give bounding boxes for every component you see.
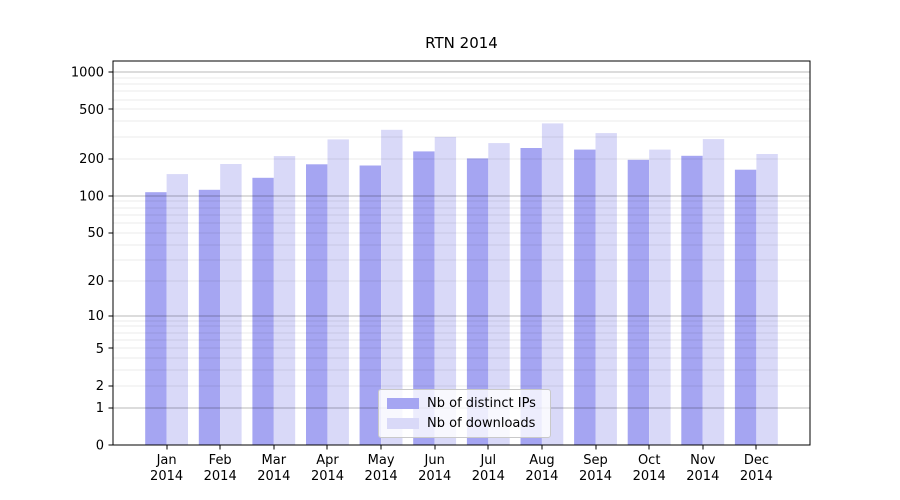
series-distinct-ips — [145, 148, 757, 446]
bar — [756, 154, 778, 445]
bar — [702, 139, 725, 445]
x-tick-label: Dec — [744, 453, 769, 468]
y-axis: 0 1 2 5 10 20 50 100 200 500 1000 — [71, 66, 113, 454]
y-tick-label: 200 — [79, 152, 104, 167]
legend-item-distinct-ips: Nb of distinct IPs — [387, 397, 536, 410]
bar — [413, 151, 435, 445]
x-tick-label: 2014 — [150, 469, 183, 484]
x-tick-label: 2014 — [525, 469, 558, 484]
bar — [220, 164, 242, 445]
x-tick-label: Feb — [209, 453, 232, 468]
x-tick-label: 2014 — [686, 469, 719, 484]
minor-gridlines — [113, 77, 810, 387]
y-tick-label: 50 — [87, 226, 104, 241]
x-tick-label: 2014 — [579, 469, 612, 484]
bar — [198, 189, 221, 445]
bar — [574, 149, 596, 445]
bar — [627, 159, 650, 446]
legend-label-distinct-ips: Nb of distinct IPs — [427, 396, 536, 411]
bar — [681, 155, 703, 446]
legend-label-downloads: Nb of downloads — [427, 416, 536, 431]
x-tick-label: Mar — [262, 453, 287, 468]
x-tick-label: 2014 — [633, 469, 666, 484]
x-tick-label: Apr — [316, 453, 339, 468]
bar — [649, 149, 671, 445]
x-tick-label: 2014 — [472, 469, 505, 484]
x-tick-label: Jun — [424, 453, 445, 468]
chart-title: RTN 2014 — [425, 34, 498, 52]
x-tick-label: Nov — [690, 453, 716, 468]
bar — [252, 177, 274, 446]
bar — [734, 169, 757, 445]
y-tick-label: 100 — [79, 189, 104, 204]
bar — [541, 123, 564, 446]
bar — [359, 165, 381, 445]
bar — [166, 174, 188, 445]
y-tick-label: 10 — [87, 309, 104, 324]
x-tick-label: Jan — [156, 453, 177, 468]
x-axis: Jan2014Feb2014Mar2014Apr2014May2014Jun20… — [150, 445, 773, 484]
bar — [488, 143, 510, 445]
bar — [381, 129, 403, 446]
y-tick-label: 2 — [96, 379, 104, 394]
y-tick-label: 1 — [96, 401, 104, 416]
y-tick-label: 5 — [96, 342, 104, 357]
legend-swatch-distinct-ips — [387, 398, 419, 409]
x-tick-label: 2014 — [365, 469, 398, 484]
x-tick-label: Aug — [529, 453, 554, 468]
y-tick-label: 0 — [96, 439, 104, 454]
x-tick-label: 2014 — [311, 469, 344, 484]
x-tick-label: 2014 — [204, 469, 237, 484]
legend: Nb of distinct IPs Nb of downloads — [378, 389, 551, 438]
bar — [466, 158, 489, 445]
plot-border — [112, 60, 811, 446]
x-tick-label: Jul — [479, 453, 496, 468]
bar — [273, 156, 296, 445]
x-tick-label: Oct — [638, 453, 660, 468]
x-tick-label: 2014 — [418, 469, 451, 484]
y-tick-label: 1000 — [71, 66, 104, 81]
x-tick-label: Sep — [583, 453, 608, 468]
legend-swatch-downloads — [387, 418, 419, 429]
x-tick-label: 2014 — [740, 469, 773, 484]
series-downloads — [166, 123, 778, 446]
bar — [306, 164, 328, 446]
bar — [434, 136, 457, 445]
y-tick-label: 20 — [87, 274, 104, 289]
bar — [520, 148, 542, 445]
bar — [595, 133, 617, 445]
x-tick-label: May — [368, 453, 395, 468]
legend-item-downloads: Nb of downloads — [387, 417, 536, 430]
bar — [327, 139, 349, 445]
x-tick-label: 2014 — [257, 469, 290, 484]
bar — [145, 192, 167, 445]
y-tick-label: 500 — [79, 103, 104, 118]
